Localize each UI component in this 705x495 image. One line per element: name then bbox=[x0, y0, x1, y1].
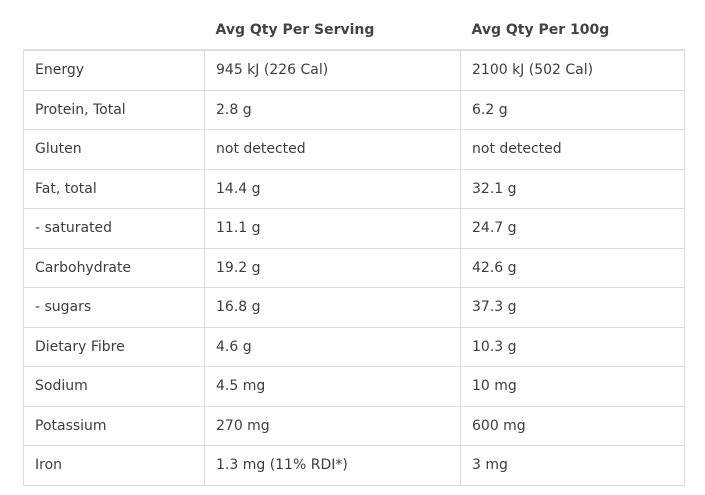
per-100g-value: 42.6 g bbox=[460, 247, 685, 288]
per-100g-value: 600 mg bbox=[460, 405, 685, 446]
table-body: Energy 945 kJ (226 Cal) 2100 kJ (502 Cal… bbox=[23, 49, 685, 486]
nutrient-name: - saturated bbox=[23, 208, 205, 249]
per-serving-value: 14.4 g bbox=[204, 168, 461, 209]
per-serving-value: 11.1 g bbox=[204, 208, 461, 249]
nutrient-name: Sodium bbox=[23, 366, 205, 407]
nutrient-name: Iron bbox=[23, 445, 205, 486]
per-100g-value: 10.3 g bbox=[460, 326, 685, 367]
per-100g-value: 24.7 g bbox=[460, 208, 685, 249]
table-row: Energy 945 kJ (226 Cal) 2100 kJ (502 Cal… bbox=[23, 49, 685, 91]
table-row: - sugars 16.8 g 37.3 g bbox=[23, 287, 685, 328]
header-nutrient bbox=[23, 10, 205, 51]
table-row: Carbohydrate 19.2 g 42.6 g bbox=[23, 247, 685, 288]
per-serving-value: 1.3 mg (11% RDI*) bbox=[204, 445, 461, 486]
nutrient-name: Potassium bbox=[23, 405, 205, 446]
per-serving-value: not detected bbox=[204, 129, 461, 170]
nutrient-name: Fat, total bbox=[23, 168, 205, 209]
nutrient-name: Energy bbox=[23, 49, 205, 91]
per-100g-value: 3 mg bbox=[460, 445, 685, 486]
per-100g-value: 37.3 g bbox=[460, 287, 685, 328]
table-header: Avg Qty Per Serving Avg Qty Per 100g bbox=[23, 10, 685, 51]
per-serving-value: 16.8 g bbox=[204, 287, 461, 328]
per-serving-value: 270 mg bbox=[204, 405, 461, 446]
header-per-serving: Avg Qty Per Serving bbox=[204, 10, 461, 51]
table-row: Gluten not detected not detected bbox=[23, 129, 685, 170]
per-serving-value: 4.6 g bbox=[204, 326, 461, 367]
table-row: Potassium 270 mg 600 mg bbox=[23, 405, 685, 446]
per-serving-value: 19.2 g bbox=[204, 247, 461, 288]
header-row: Avg Qty Per Serving Avg Qty Per 100g bbox=[23, 10, 685, 51]
nutrition-table: Avg Qty Per Serving Avg Qty Per 100g Ene… bbox=[23, 10, 685, 486]
table-row: Sodium 4.5 mg 10 mg bbox=[23, 366, 685, 407]
per-serving-value: 945 kJ (226 Cal) bbox=[204, 49, 461, 91]
per-100g-value: 2100 kJ (502 Cal) bbox=[460, 49, 685, 91]
header-per-100g: Avg Qty Per 100g bbox=[460, 10, 685, 51]
table-row: Fat, total 14.4 g 32.1 g bbox=[23, 168, 685, 209]
per-serving-value: 2.8 g bbox=[204, 89, 461, 130]
nutrient-name: Gluten bbox=[23, 129, 205, 170]
per-100g-value: not detected bbox=[460, 129, 685, 170]
table-row: Iron 1.3 mg (11% RDI*) 3 mg bbox=[23, 445, 685, 486]
nutrient-name: Protein, Total bbox=[23, 89, 205, 130]
table-row: Protein, Total 2.8 g 6.2 g bbox=[23, 89, 685, 130]
per-100g-value: 10 mg bbox=[460, 366, 685, 407]
per-100g-value: 6.2 g bbox=[460, 89, 685, 130]
per-serving-value: 4.5 mg bbox=[204, 366, 461, 407]
table-row: Dietary Fibre 4.6 g 10.3 g bbox=[23, 326, 685, 367]
nutrient-name: Dietary Fibre bbox=[23, 326, 205, 367]
nutrient-name: - sugars bbox=[23, 287, 205, 328]
per-100g-value: 32.1 g bbox=[460, 168, 685, 209]
nutrient-name: Carbohydrate bbox=[23, 247, 205, 288]
table-row: - saturated 11.1 g 24.7 g bbox=[23, 208, 685, 249]
